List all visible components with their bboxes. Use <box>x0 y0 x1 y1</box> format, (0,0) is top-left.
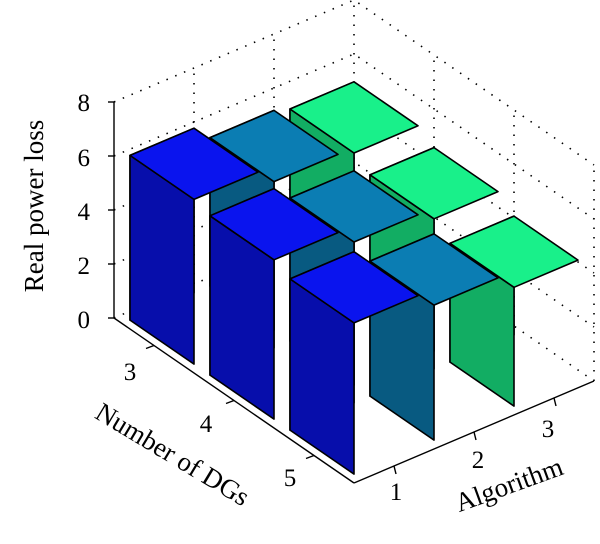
y-tick-label: 2 <box>472 447 485 474</box>
y-tick-label: 3 <box>542 416 555 443</box>
bar-top-face <box>289 81 419 154</box>
bar-top-face <box>449 215 579 289</box>
bar-top-face <box>369 146 499 220</box>
y-tick-label: 1 <box>390 479 403 506</box>
bar-top-face <box>209 109 339 183</box>
x-tick-mark <box>145 344 155 350</box>
bar <box>449 215 579 407</box>
x-tick-label: 4 <box>200 411 213 438</box>
y-tick-mark <box>393 465 397 475</box>
bar-top-face <box>369 233 499 306</box>
y-axis-label: Algorithm <box>451 451 567 518</box>
z-tick-label: 2 <box>78 253 91 280</box>
z-tick-label: 4 <box>78 199 91 226</box>
x-tick-label: 5 <box>284 465 297 492</box>
bar <box>129 127 259 365</box>
x-axis-ticks: 3 4 5 <box>124 359 297 492</box>
x-tick-mark <box>225 399 235 405</box>
z-gridline <box>113 0 595 166</box>
z-axis-ticks: 0 2 4 6 8 <box>78 90 91 334</box>
bar <box>289 250 419 475</box>
bar-top-face <box>289 250 419 324</box>
z-tick-label: 6 <box>78 145 91 172</box>
z-axis-label: Real power loss <box>19 120 49 292</box>
bar-top-face <box>129 127 259 201</box>
y-tick-mark <box>553 397 557 407</box>
bar <box>209 187 339 420</box>
z-tick-label: 0 <box>78 307 91 334</box>
x-axis-label: Number of DGs <box>90 397 255 512</box>
y-axis-ticks: 1 2 3 <box>390 416 555 506</box>
bar-top-face <box>289 170 419 243</box>
y-tick-mark <box>473 431 477 441</box>
x-tick-mark <box>305 454 315 460</box>
x-tick-label: 3 <box>124 359 137 386</box>
bars <box>129 81 579 475</box>
z-tick-label: 8 <box>78 90 91 117</box>
bar-top-face <box>209 187 339 261</box>
